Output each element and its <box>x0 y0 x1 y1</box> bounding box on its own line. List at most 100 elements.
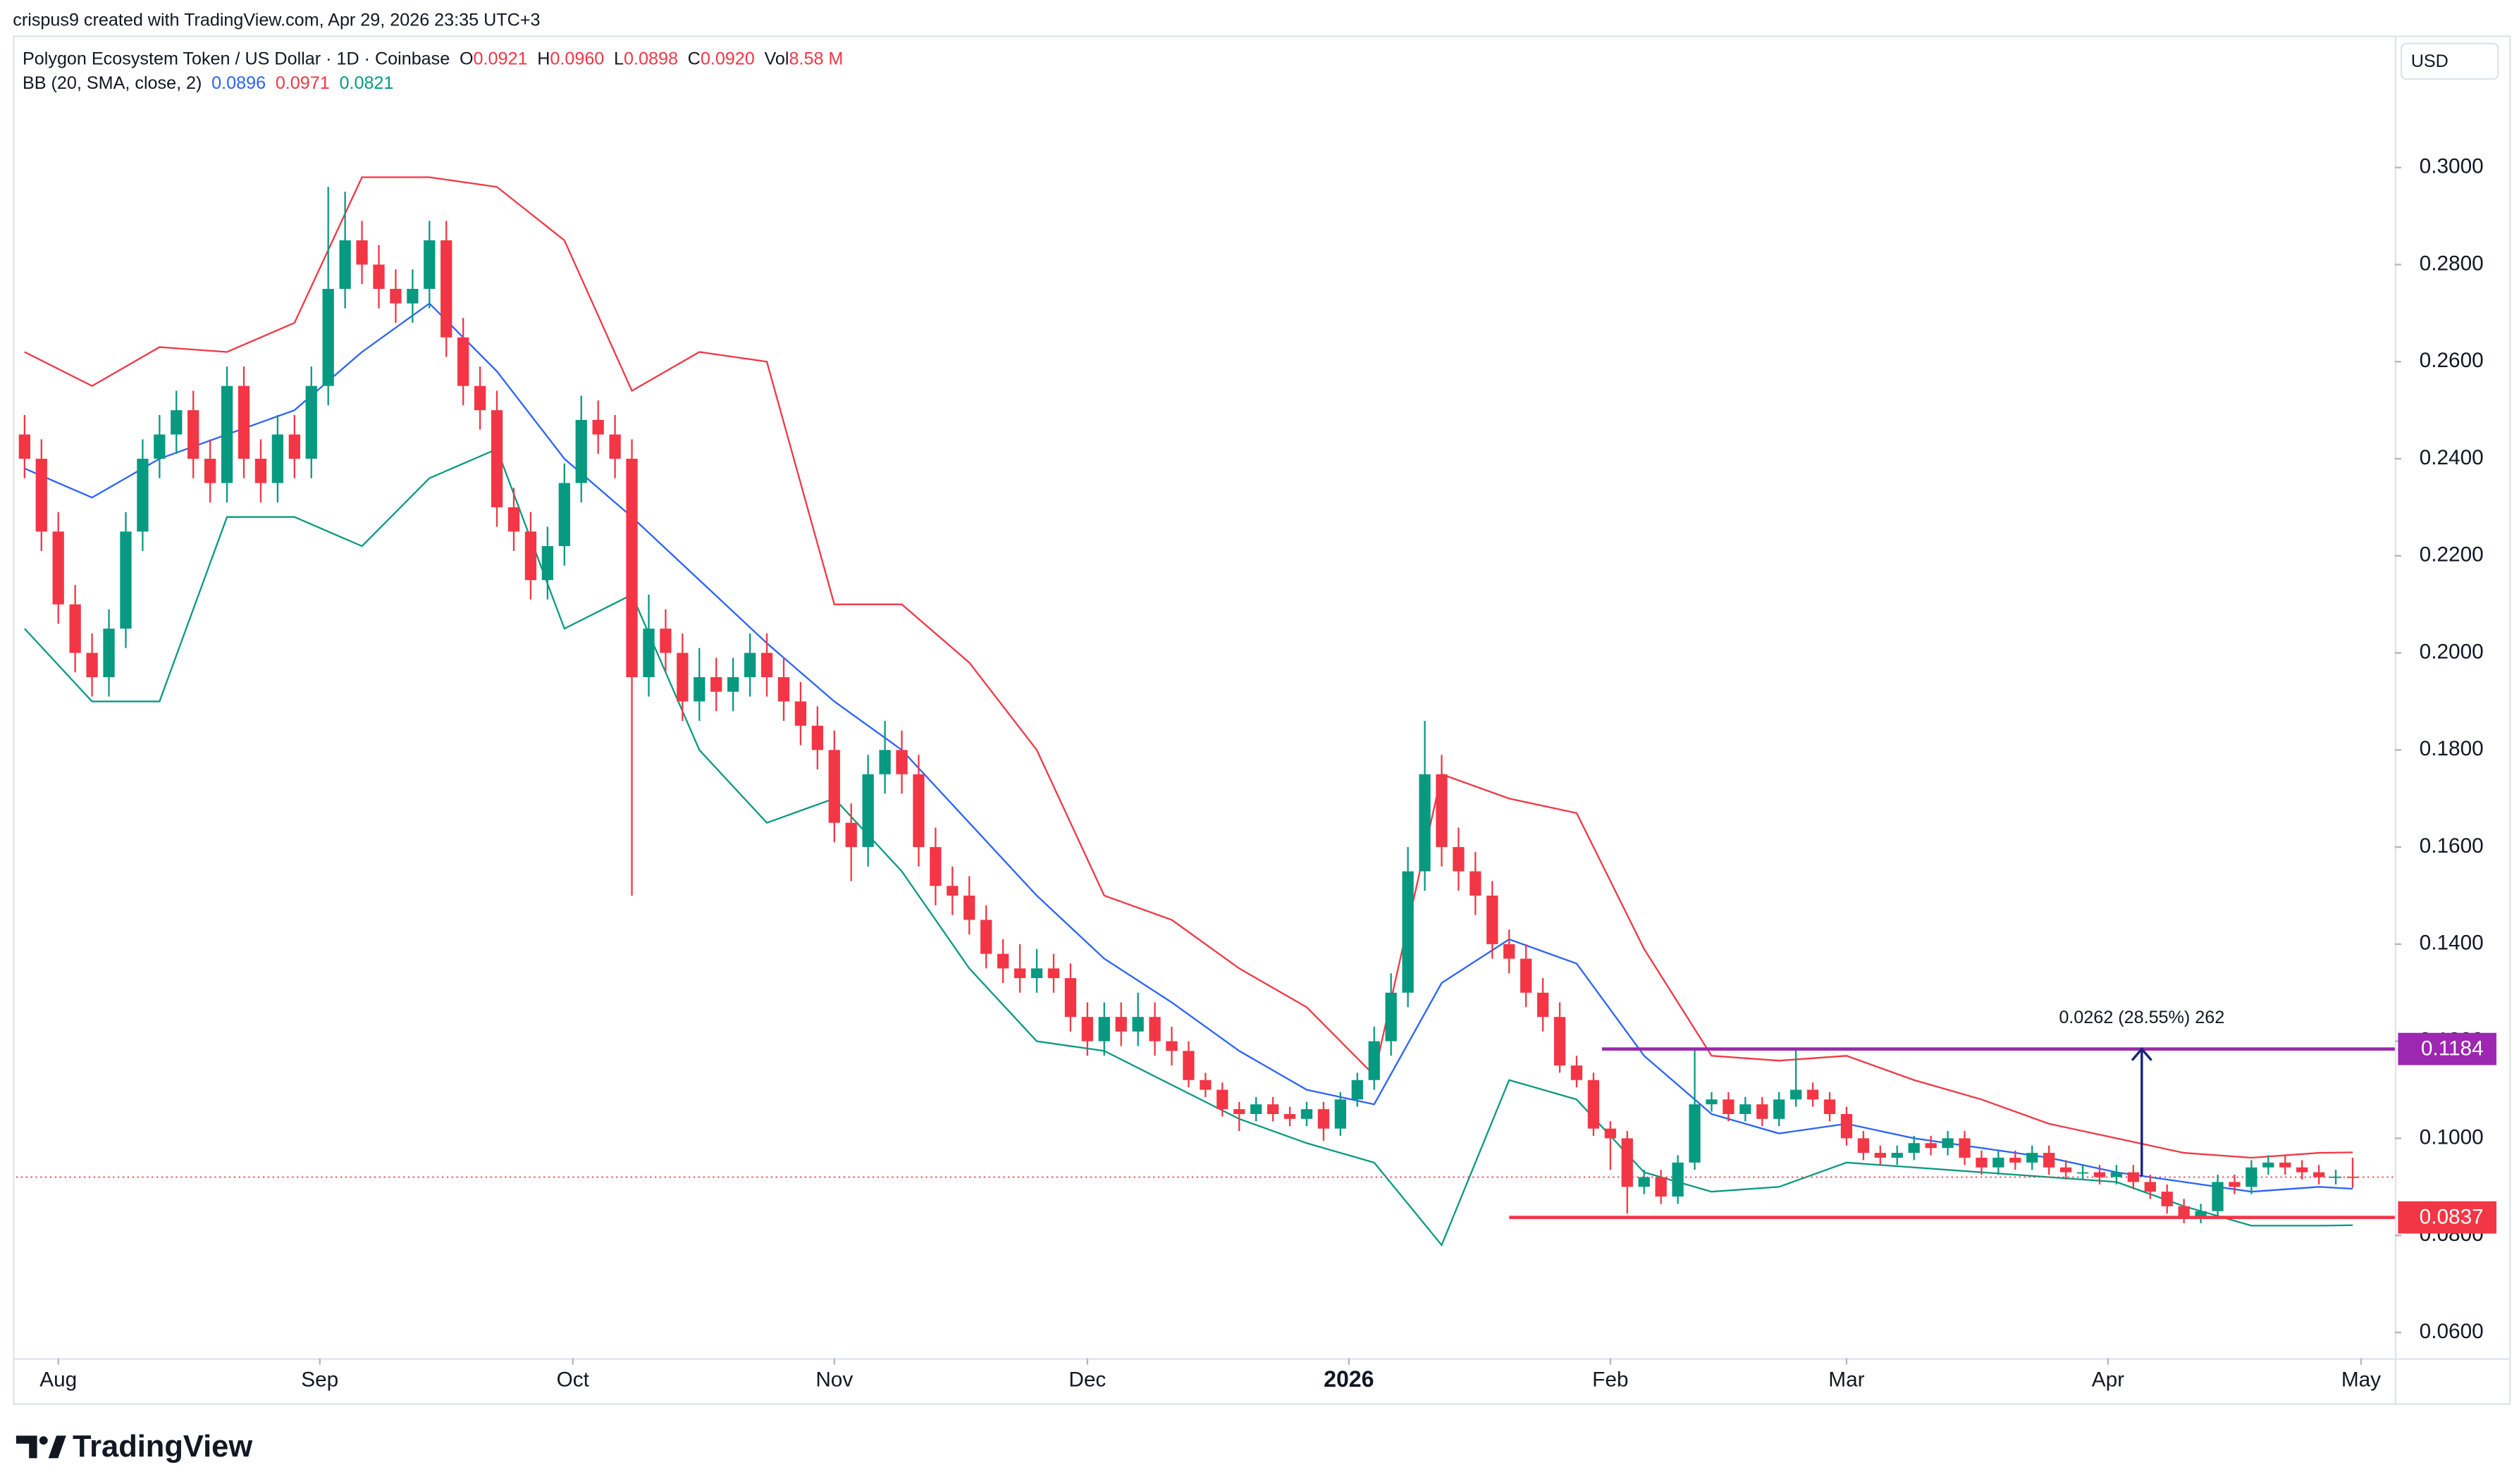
candle-body <box>2161 1192 2173 1206</box>
candle-body <box>1925 1143 1937 1149</box>
candle-body <box>356 240 368 265</box>
candle-body <box>424 240 436 289</box>
band-line <box>24 447 2353 1247</box>
candle-body <box>2144 1182 2156 1192</box>
y-tick-label: 0.1800 <box>2420 737 2484 760</box>
candle-body <box>643 629 655 678</box>
legend-value: 0.0960 <box>550 49 604 68</box>
candle-body <box>694 677 706 702</box>
measure-arrowhead <box>2131 1047 2152 1061</box>
y-tick-label: 0.2000 <box>2420 640 2484 663</box>
candle-body <box>1064 978 1077 1018</box>
candle-body <box>1267 1104 1279 1114</box>
candle-body <box>2093 1172 2106 1177</box>
x-tick-label: Sep <box>301 1368 338 1391</box>
candle-body <box>1806 1089 1819 1100</box>
candle-body <box>913 774 925 848</box>
measure-label: 0.0262 (28.55%) 262 <box>2059 1008 2224 1027</box>
candle-body <box>1081 1017 1093 1041</box>
candle-body <box>2043 1153 2055 1168</box>
candle-body <box>1233 1109 1245 1114</box>
legend-value: 8.58 M <box>789 49 844 68</box>
candle-body <box>1604 1128 1616 1139</box>
symbol-legend: Polygon Ecosystem Token / US Dollar · 1D… <box>23 49 843 68</box>
candle-body <box>1723 1099 1735 1114</box>
candle-body <box>2312 1172 2325 1177</box>
candle-body <box>1655 1177 1667 1197</box>
candle-body <box>2076 1172 2089 1174</box>
candle-body <box>1486 895 1498 944</box>
currency[interactable]: USD <box>2411 51 2449 71</box>
x-tick-label: Mar <box>1828 1368 1864 1391</box>
candle-body <box>1098 1017 1110 1041</box>
candle-body <box>2127 1172 2139 1182</box>
candle-body <box>811 725 823 750</box>
candle-body <box>541 546 553 581</box>
candle-body <box>1570 1065 1583 1080</box>
candle-body <box>1706 1099 1718 1105</box>
candle-body <box>1536 992 1549 1018</box>
candle-body <box>1453 847 1465 872</box>
candle-body <box>1857 1138 1869 1154</box>
candle-body <box>980 920 992 954</box>
candle-body <box>407 288 419 304</box>
candle-body <box>1756 1104 1768 1119</box>
candle-body <box>238 385 250 459</box>
candle-body <box>1908 1143 1920 1154</box>
candle-body <box>1891 1153 1903 1158</box>
candle-body <box>1385 992 1397 1041</box>
y-tick-label: 0.2600 <box>2420 349 2484 372</box>
legend-key: C <box>688 49 701 68</box>
candle-body <box>575 419 587 483</box>
candle-body <box>963 895 975 920</box>
price-label-box <box>2398 1032 2496 1065</box>
candle-body <box>507 507 520 532</box>
candle-body <box>1840 1113 1853 1139</box>
candle-body <box>69 604 81 653</box>
y-tick-label: 0.0600 <box>2420 1320 2484 1343</box>
x-tick-label: Apr <box>2092 1368 2124 1391</box>
candle-body <box>677 653 689 702</box>
candle-body <box>947 886 959 896</box>
y-tick-label: 0.1400 <box>2420 932 2484 955</box>
candle-body <box>1115 1017 1127 1032</box>
y-tick-label: 0.1600 <box>2420 834 2484 858</box>
candle-body <box>491 410 503 507</box>
candle-body <box>1520 958 1532 993</box>
candle-body <box>1976 1157 1988 1168</box>
candle-body <box>1368 1041 1380 1080</box>
legend-key: O <box>460 49 474 68</box>
candle-body <box>1823 1099 1836 1114</box>
candle-body <box>1419 774 1431 872</box>
brand: TradingView <box>73 1430 252 1464</box>
candle-body <box>1283 1113 1296 1119</box>
candle-body <box>1470 871 1482 896</box>
y-tick-label: 0.2800 <box>2420 252 2484 275</box>
candle-body <box>187 410 199 459</box>
candle-body <box>339 240 351 289</box>
symbol: Polygon Ecosystem Token / US Dollar · 1D… <box>23 49 450 68</box>
legend-key: H <box>537 49 550 68</box>
currency-box[interactable] <box>2400 42 2499 80</box>
candle-body <box>288 434 300 459</box>
y-tick-label: 0.3000 <box>2420 155 2484 178</box>
candle-body <box>2195 1211 2207 1216</box>
candle-body <box>1030 968 1043 979</box>
candle-body <box>2009 1157 2021 1163</box>
candle-body <box>2026 1153 2038 1163</box>
candle-body <box>1014 968 1026 979</box>
candle-body <box>1553 1017 1566 1066</box>
x-tick-label: Nov <box>815 1368 853 1391</box>
candle-body <box>727 677 739 692</box>
candle-body <box>1436 774 1448 848</box>
candle-body <box>558 483 570 547</box>
x-tick-label: 2026 <box>1324 1366 1374 1392</box>
candle-body <box>896 750 908 774</box>
y-tick-label: 0.1000 <box>2420 1125 2484 1149</box>
candle-body <box>171 410 183 435</box>
candle-body <box>373 264 385 289</box>
candle-body <box>1874 1153 1886 1158</box>
brand-logo <box>16 1435 66 1459</box>
candle-body <box>2212 1182 2224 1211</box>
